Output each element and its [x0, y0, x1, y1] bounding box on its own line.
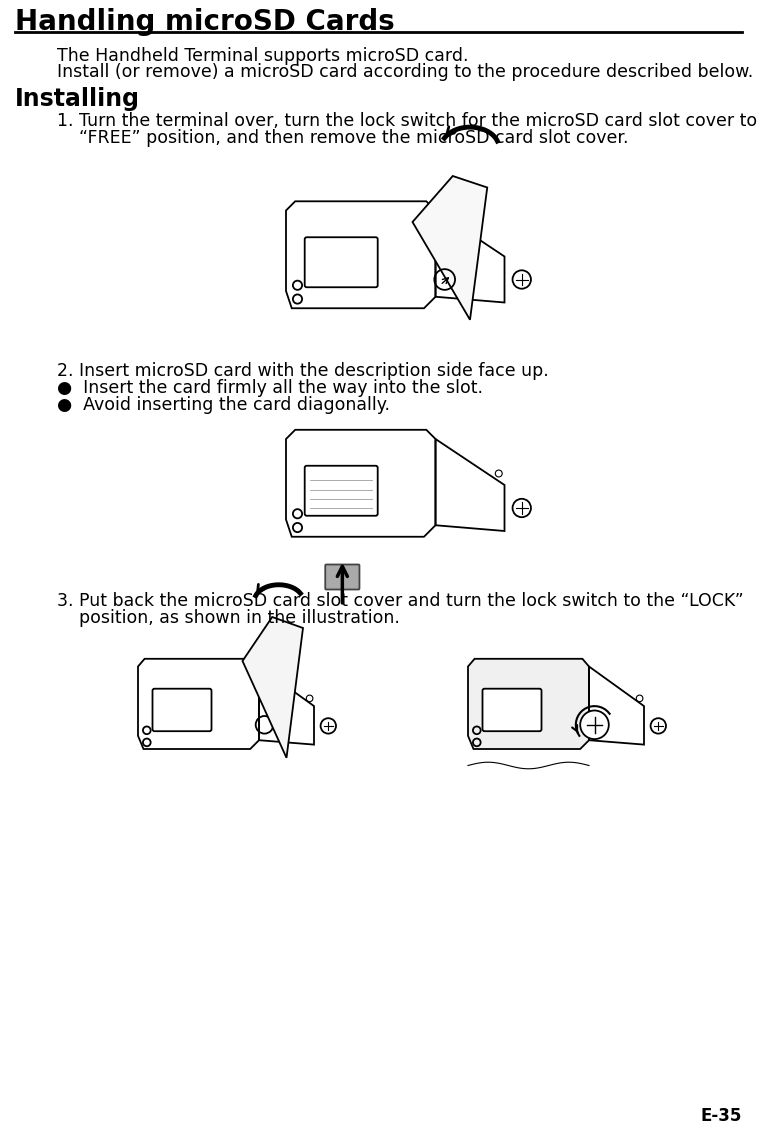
Text: Handling microSD Cards: Handling microSD Cards: [15, 8, 394, 35]
FancyBboxPatch shape: [305, 237, 378, 287]
Polygon shape: [413, 176, 488, 319]
Text: ●  Avoid inserting the card diagonally.: ● Avoid inserting the card diagonally.: [57, 396, 390, 414]
FancyBboxPatch shape: [326, 564, 360, 590]
Text: The Handheld Terminal supports microSD card.: The Handheld Terminal supports microSD c…: [57, 47, 469, 65]
Text: E-35: E-35: [701, 1107, 742, 1126]
Text: 1. Turn the terminal over, turn the lock switch for the microSD card slot cover : 1. Turn the terminal over, turn the lock…: [57, 112, 757, 131]
FancyBboxPatch shape: [152, 688, 211, 732]
Text: ●  Insert the card firmly all the way into the slot.: ● Insert the card firmly all the way int…: [57, 379, 483, 397]
Polygon shape: [242, 617, 303, 758]
Text: Installing: Installing: [15, 87, 140, 111]
Text: position, as shown in the illustration.: position, as shown in the illustration.: [57, 609, 400, 627]
FancyBboxPatch shape: [482, 688, 541, 732]
Text: 2. Insert microSD card with the description side face up.: 2. Insert microSD card with the descript…: [57, 362, 549, 380]
Text: Install (or remove) a microSD card according to the procedure described below.: Install (or remove) a microSD card accor…: [57, 63, 753, 81]
Polygon shape: [468, 658, 589, 749]
Text: “FREE” position, and then remove the microSD card slot cover.: “FREE” position, and then remove the mic…: [57, 129, 628, 147]
FancyBboxPatch shape: [305, 466, 378, 515]
Text: 3. Put back the microSD card slot cover and turn the lock switch to the “LOCK”: 3. Put back the microSD card slot cover …: [57, 592, 743, 610]
Circle shape: [580, 711, 609, 740]
